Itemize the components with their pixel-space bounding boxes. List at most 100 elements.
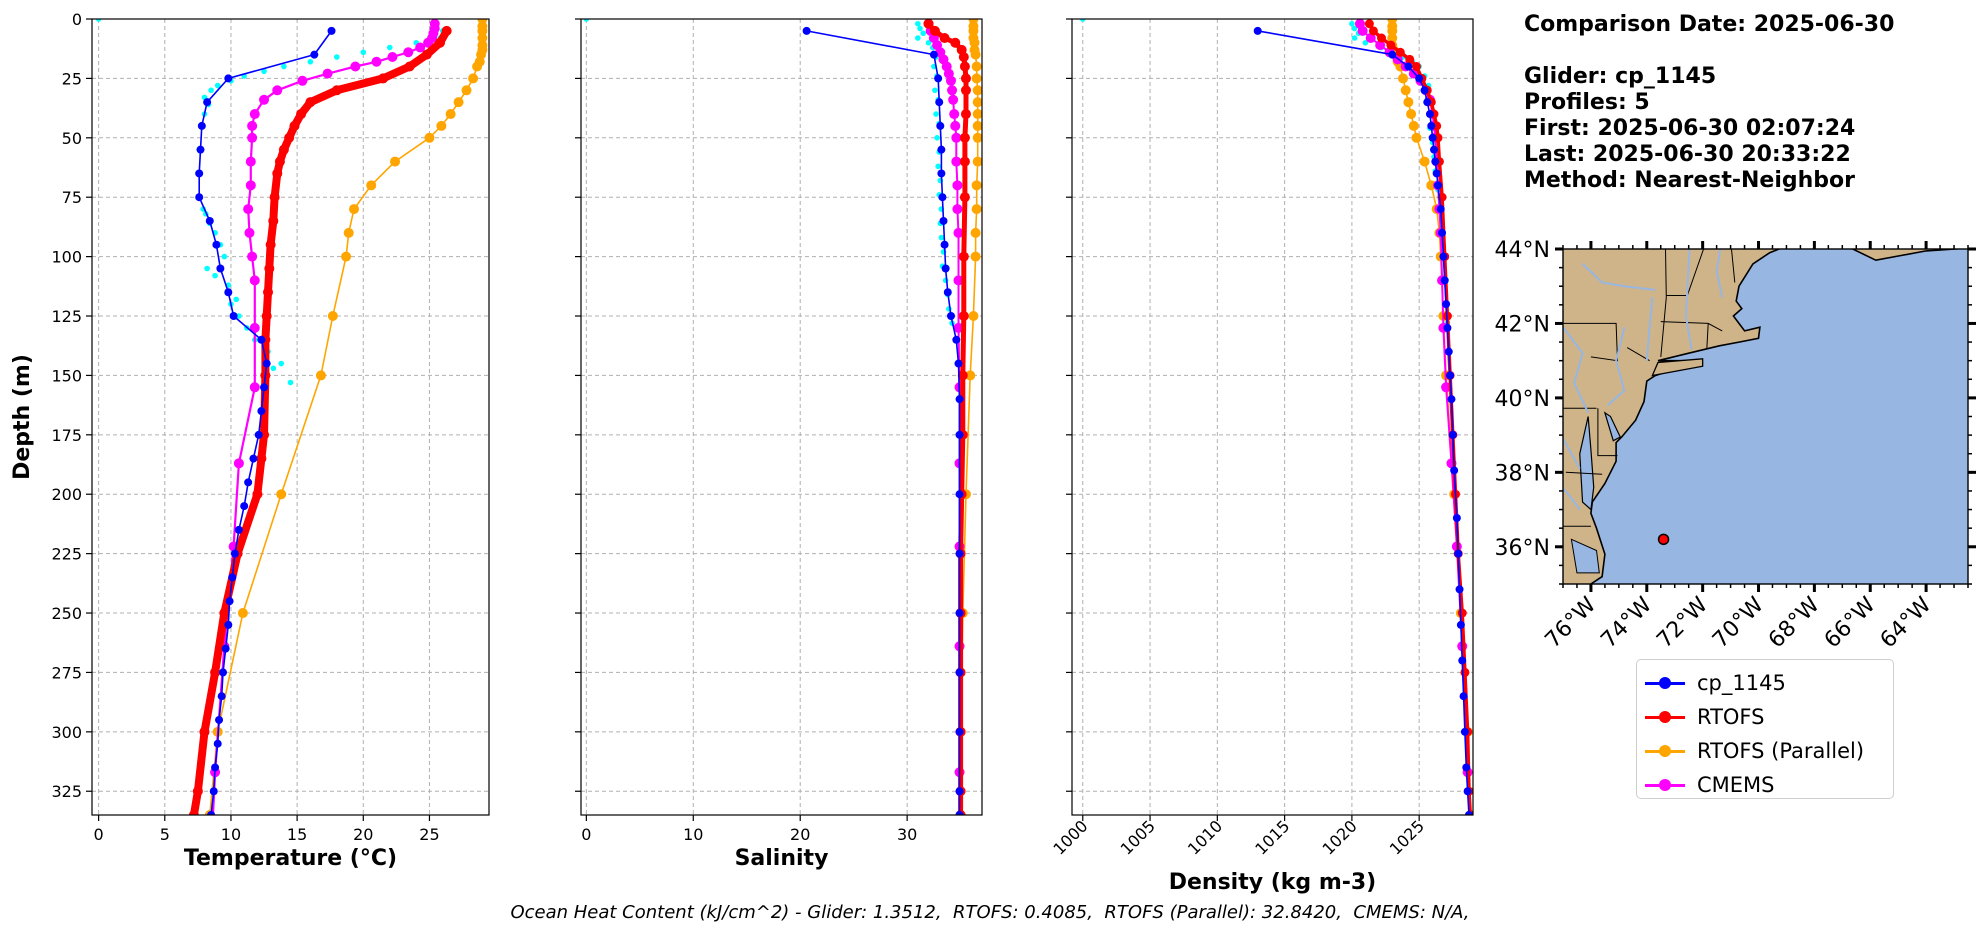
legend: cp_1145 RTOFS RTOFS (Parallel) CMEMS	[1636, 659, 1894, 799]
lon-tick-label: 72°W	[1652, 592, 1713, 653]
raw-point	[925, 39, 932, 46]
legend-label-rtofs-parallel: RTOFS (Parallel)	[1697, 739, 1865, 763]
data-point	[1436, 205, 1445, 214]
series-cp-1145	[195, 26, 336, 815]
y-tick-label: 25	[62, 69, 82, 88]
data-point	[943, 288, 952, 297]
data-point	[939, 33, 950, 44]
data-point	[477, 25, 488, 36]
data-point	[937, 145, 946, 154]
legend-item-rtofs: RTOFS	[1645, 702, 1764, 732]
data-point	[1400, 85, 1411, 96]
data-point	[260, 383, 269, 392]
data-point	[941, 264, 950, 273]
raw-point	[287, 379, 294, 386]
data-point	[936, 121, 945, 130]
data-point	[1406, 109, 1417, 120]
last-profile-time: Last: 2025-06-30 20:33:22	[1524, 142, 1851, 167]
data-point	[1441, 382, 1452, 393]
data-point	[1452, 513, 1461, 522]
data-point	[1387, 25, 1398, 36]
raw-point	[204, 265, 210, 272]
raw-point	[1349, 20, 1355, 27]
raw-point	[307, 58, 314, 65]
glider-position-marker	[1657, 533, 1670, 546]
data-point	[971, 180, 982, 191]
data-point	[1420, 86, 1429, 95]
data-point	[1439, 252, 1448, 261]
data-point	[233, 458, 244, 469]
data-point	[950, 37, 961, 48]
series-line-cp-1145	[806, 30, 961, 815]
data-point	[247, 132, 258, 143]
data-point	[946, 312, 955, 321]
data-point	[268, 215, 279, 226]
data-point	[284, 132, 295, 143]
data-point	[249, 382, 260, 393]
y-tick-label: 250	[51, 604, 82, 623]
data-point	[310, 50, 319, 59]
raw-point	[1351, 25, 1358, 32]
data-point	[387, 52, 398, 63]
legend-item-glider: cp_1145	[1645, 668, 1786, 698]
x-tick-label: 30	[897, 825, 917, 844]
raw-point	[261, 68, 267, 75]
data-point	[244, 227, 255, 238]
data-point	[256, 453, 267, 464]
data-point	[276, 489, 287, 500]
data-point	[1459, 692, 1468, 701]
data-point	[1388, 50, 1397, 59]
data-point	[972, 132, 982, 143]
legend-item-rtofs-parallel: RTOFS (Parallel)	[1645, 736, 1864, 766]
data-point	[953, 275, 964, 286]
data-point	[1465, 822, 1475, 832]
data-point	[1403, 97, 1414, 108]
data-point	[1398, 73, 1409, 84]
data-point	[453, 97, 464, 108]
data-point	[207, 811, 216, 815]
data-point	[1432, 169, 1441, 178]
data-point	[327, 26, 336, 35]
data-point	[970, 251, 981, 262]
series-rtofs	[923, 19, 971, 815]
series-line-cmems	[211, 23, 436, 815]
data-point	[249, 322, 260, 333]
data-point	[970, 49, 981, 60]
data-point	[955, 811, 964, 815]
data-point	[959, 156, 970, 167]
data-point	[212, 240, 221, 249]
data-point	[378, 73, 389, 84]
data-point	[1448, 430, 1457, 439]
data-point	[213, 739, 222, 748]
data-point	[957, 370, 968, 381]
data-point	[205, 216, 214, 225]
data-point	[272, 85, 283, 96]
data-point	[230, 549, 239, 558]
x-tick-label: 15	[287, 825, 307, 844]
data-point	[972, 97, 982, 108]
data-point	[1440, 276, 1449, 285]
data-point	[955, 549, 964, 558]
raw-point	[1351, 35, 1358, 41]
data-point	[955, 395, 964, 404]
raw-point	[934, 135, 940, 141]
series-line-cp-1145	[198, 30, 333, 815]
data-point	[934, 74, 943, 83]
data-point	[959, 132, 970, 143]
x-axis-label: Temperature (°C)	[184, 846, 397, 871]
river	[1563, 434, 1581, 470]
x-tick-label: 0	[94, 825, 104, 844]
profile-count: Profiles: 5	[1524, 90, 1650, 115]
y-tick-label: 300	[51, 723, 82, 742]
data-point	[265, 239, 276, 250]
data-point	[436, 120, 447, 131]
data-point	[1438, 228, 1447, 237]
series-line-cmems	[927, 23, 961, 815]
delaware-bay	[1603, 411, 1622, 442]
data-point	[955, 787, 964, 796]
raw-point	[214, 82, 221, 89]
y-tick-label: 150	[51, 366, 82, 385]
data-point	[264, 263, 275, 274]
data-point	[1376, 33, 1386, 43]
raw-point	[915, 20, 921, 27]
